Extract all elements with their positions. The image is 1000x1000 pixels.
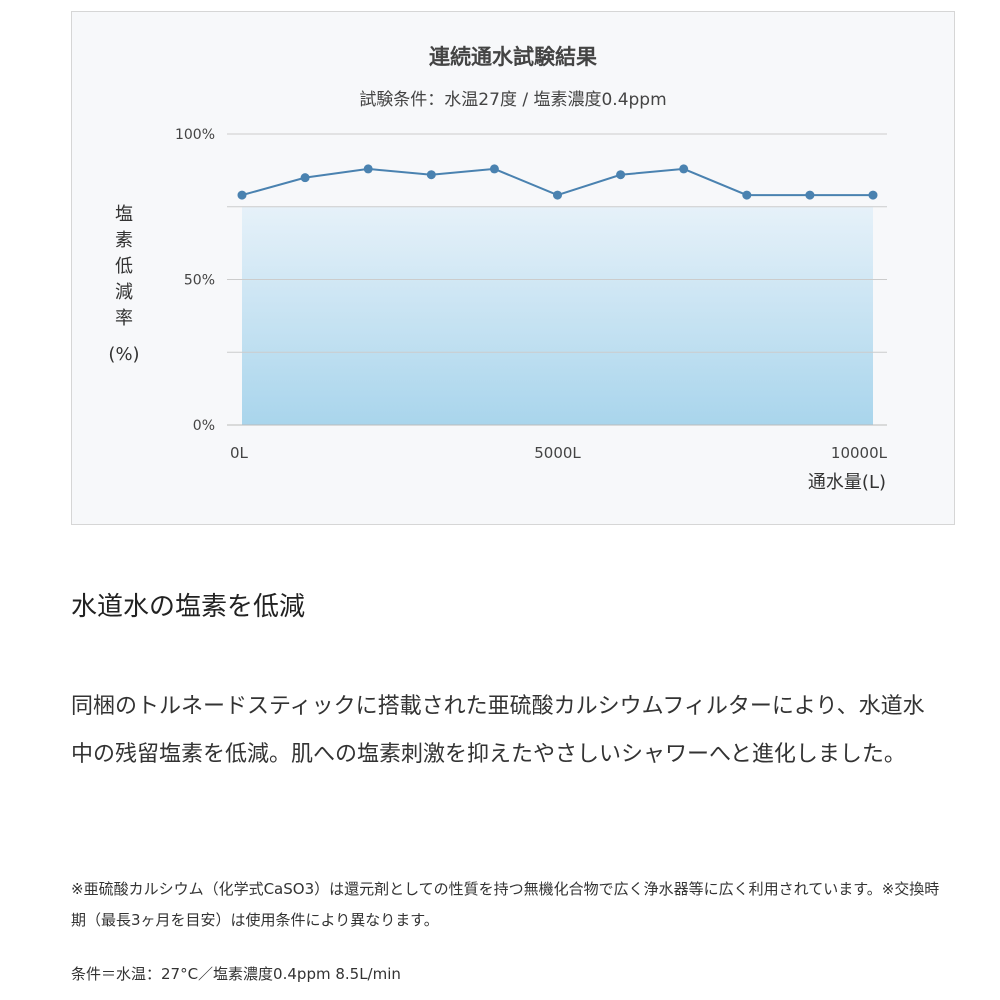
chart-plot: 100% 50% 0% 0L 5000L 10000L: [175, 127, 888, 462]
chart-card: 連続通水試験結果 試験条件：水温27度 / 塩素濃度0.4ppm 塩 素 低 減…: [71, 11, 955, 525]
data-point: [426, 170, 436, 180]
x-tick-label: 10000L: [831, 444, 888, 462]
y-axis-label: 塩 素 低 減 率 (%): [106, 202, 142, 368]
chart-area-fill: [242, 206, 873, 425]
data-point: [363, 164, 373, 174]
data-point: [237, 190, 247, 200]
y-axis-label-char: 率: [115, 308, 133, 329]
data-point: [616, 170, 626, 180]
footnote: ※亜硫酸カルシウム（化学式CaSO3）は還元剤としての性質を持つ無機化合物で広く…: [71, 880, 940, 929]
y-tick-label: 0%: [193, 418, 215, 434]
chart-title: 連続通水試験結果: [429, 45, 597, 69]
y-axis-label-char: 塩: [115, 204, 133, 225]
data-point: [679, 164, 689, 174]
data-point: [553, 190, 562, 200]
data-point: [868, 190, 878, 200]
data-point: [300, 173, 310, 183]
data-point: [489, 164, 499, 174]
x-tick-label: 5000L: [534, 444, 581, 462]
y-tick-label: 100%: [175, 127, 215, 143]
test-conditions: 条件＝水温：27°C／塩素濃度0.4ppm 8.5L/min: [71, 965, 401, 983]
data-point: [805, 190, 815, 200]
y-axis-label-char: 素: [115, 230, 133, 251]
body-paragraph: 同梱のトルネードスティックに搭載された亜硫酸カルシウムフィルターにより、水道水中…: [71, 694, 925, 767]
y-axis-label-char: 減: [115, 282, 133, 303]
chart-subtitle: 試験条件：水温27度 / 塩素濃度0.4ppm: [359, 90, 667, 110]
y-tick-label: 50%: [184, 273, 215, 289]
section-heading: 水道水の塩素を低減: [71, 592, 306, 622]
y-axis-unit: (%): [108, 344, 140, 365]
x-axis-label: 通水量(L): [807, 472, 886, 493]
x-tick-label: 0L: [230, 444, 249, 462]
data-point: [742, 190, 752, 200]
y-axis-label-char: 低: [115, 256, 133, 277]
